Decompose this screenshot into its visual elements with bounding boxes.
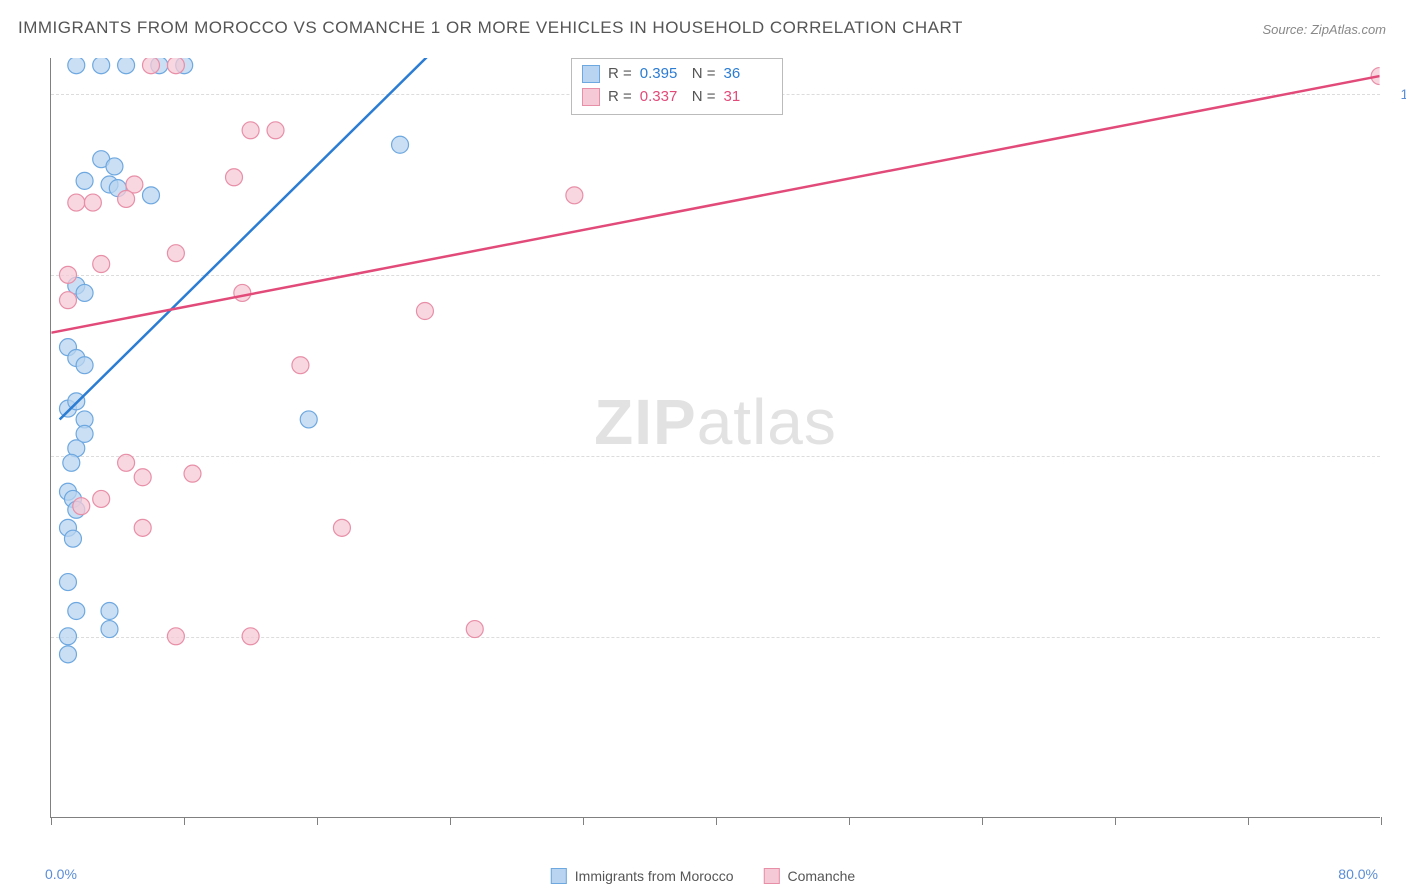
scatter-point-series2 [84, 194, 101, 211]
scatter-point-series1 [392, 136, 409, 153]
x-tick [982, 817, 983, 825]
scatter-point-series1 [143, 187, 160, 204]
scatter-point-series2 [68, 194, 85, 211]
scatter-point-series2 [59, 266, 76, 283]
bottom-legend: Immigrants from Morocco Comanche [551, 868, 855, 884]
y-tick-label: 95.0% [1388, 267, 1406, 283]
chart-container: IMMIGRANTS FROM MOROCCO VS COMANCHE 1 OR… [0, 0, 1406, 892]
scatter-point-series1 [76, 357, 93, 374]
scatter-point-series2 [292, 357, 309, 374]
scatter-point-series2 [226, 169, 243, 186]
x-tick [1248, 817, 1249, 825]
n-value-1: 36 [724, 63, 768, 86]
x-tick [1115, 817, 1116, 825]
scatter-point-series2 [134, 469, 151, 486]
x-tick [583, 817, 584, 825]
y-tick-label: 100.0% [1388, 86, 1406, 102]
scatter-point-series2 [167, 245, 184, 262]
scatter-point-series2 [184, 465, 201, 482]
x-tick [849, 817, 850, 825]
swatch-series2 [582, 88, 600, 106]
trend-line-series1 [60, 51, 434, 420]
scatter-point-series1 [76, 172, 93, 189]
plot-svg [51, 58, 1380, 817]
scatter-point-series2 [134, 519, 151, 536]
scatter-point-series1 [68, 602, 85, 619]
scatter-point-series1 [76, 425, 93, 442]
chart-title: IMMIGRANTS FROM MOROCCO VS COMANCHE 1 OR… [18, 18, 963, 38]
scatter-point-series1 [59, 628, 76, 645]
scatter-point-series1 [76, 284, 93, 301]
legend-item-series2: Comanche [764, 868, 856, 884]
scatter-point-series2 [59, 292, 76, 309]
r-label-2: R = [608, 86, 632, 109]
scatter-point-series1 [118, 57, 135, 74]
stats-row-series1: R = 0.395 N = 36 [582, 63, 768, 86]
x-axis-max-label: 80.0% [1338, 866, 1378, 882]
legend-label-series1: Immigrants from Morocco [575, 868, 734, 884]
scatter-point-series1 [64, 530, 81, 547]
plot-area: ZIPatlas R = 0.395 N = 36 R = 0.337 N = … [50, 58, 1380, 818]
scatter-point-series1 [106, 158, 123, 175]
scatter-point-series2 [167, 57, 184, 74]
stats-row-series2: R = 0.337 N = 31 [582, 86, 768, 109]
scatter-point-series2 [167, 628, 184, 645]
scatter-point-series2 [234, 284, 251, 301]
x-tick [184, 817, 185, 825]
n-value-2: 31 [724, 86, 768, 109]
scatter-point-series2 [73, 498, 90, 515]
n-label-1: N = [692, 63, 716, 86]
r-value-1: 0.395 [640, 63, 684, 86]
n-label-2: N = [692, 86, 716, 109]
scatter-point-series2 [466, 621, 483, 638]
scatter-point-series2 [242, 628, 259, 645]
scatter-point-series2 [118, 454, 135, 471]
x-tick [317, 817, 318, 825]
scatter-point-series2 [143, 57, 160, 74]
scatter-point-series2 [118, 190, 135, 207]
scatter-point-series1 [68, 57, 85, 74]
scatter-point-series1 [59, 646, 76, 663]
x-tick [450, 817, 451, 825]
legend-item-series1: Immigrants from Morocco [551, 868, 734, 884]
source-label: Source: ZipAtlas.com [1262, 22, 1386, 37]
scatter-point-series2 [416, 303, 433, 320]
y-tick-label: 90.0% [1388, 448, 1406, 464]
legend-swatch-series2 [764, 868, 780, 884]
scatter-point-series1 [59, 574, 76, 591]
x-tick [51, 817, 52, 825]
scatter-point-series1 [93, 57, 110, 74]
scatter-point-series1 [300, 411, 317, 428]
scatter-point-series2 [566, 187, 583, 204]
legend-swatch-series1 [551, 868, 567, 884]
x-tick [716, 817, 717, 825]
r-value-2: 0.337 [640, 86, 684, 109]
x-axis-min-label: 0.0% [45, 866, 77, 882]
scatter-point-series1 [101, 621, 118, 638]
swatch-series1 [582, 65, 600, 83]
scatter-point-series2 [93, 256, 110, 273]
r-label-1: R = [608, 63, 632, 86]
scatter-point-series1 [63, 454, 80, 471]
scatter-point-series2 [333, 519, 350, 536]
scatter-point-series1 [101, 602, 118, 619]
stats-legend-box: R = 0.395 N = 36 R = 0.337 N = 31 [571, 58, 783, 115]
scatter-point-series2 [93, 490, 110, 507]
scatter-point-series2 [267, 122, 284, 139]
x-tick [1381, 817, 1382, 825]
legend-label-series2: Comanche [788, 868, 856, 884]
y-tick-label: 85.0% [1388, 629, 1406, 645]
scatter-point-series2 [242, 122, 259, 139]
